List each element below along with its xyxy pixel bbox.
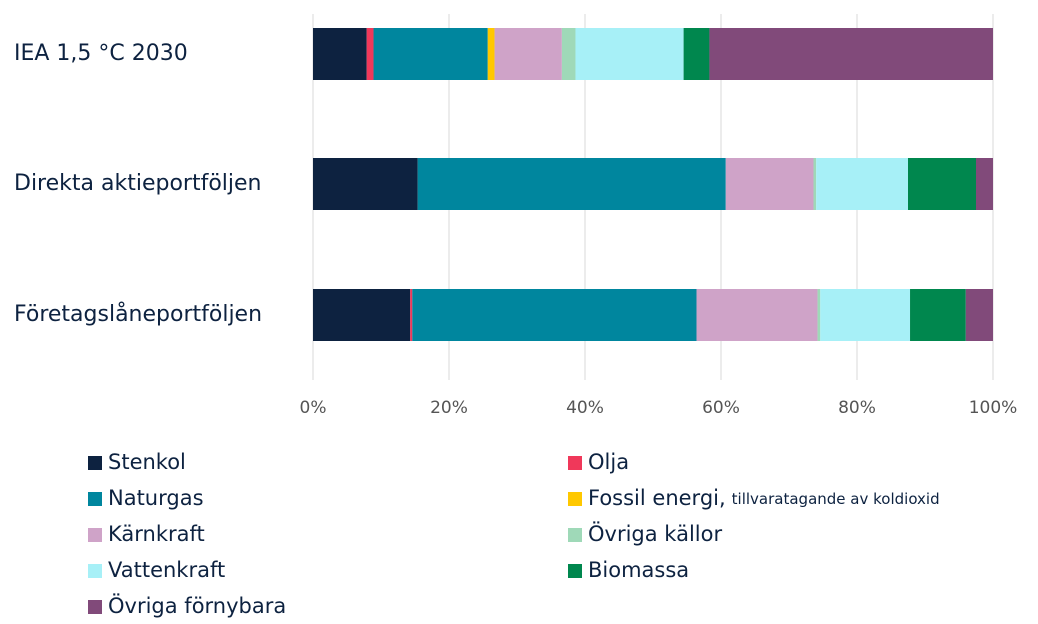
legend-label: Fossil energi, tillvaratagande av koldiox… (588, 486, 940, 510)
x-tick-label: 60% (702, 398, 740, 418)
legend-swatch (88, 600, 102, 614)
bar-segment (575, 28, 684, 80)
x-tick-label: 100% (969, 398, 1018, 418)
category-label: IEA 1,5 °C 2030 (14, 41, 188, 66)
legend-label: Övriga förnybara (108, 593, 286, 618)
legend-label: Olja (588, 450, 629, 474)
legend-label: Övriga källor (588, 521, 722, 546)
legend-name: Fossil energi, (588, 486, 726, 510)
legend-name: Biomassa (588, 558, 689, 582)
bar-segment (313, 289, 411, 341)
legend-name: Övriga förnybara (108, 593, 286, 618)
bar-segment (313, 28, 367, 80)
x-tick-label: 40% (566, 398, 604, 418)
x-tick-label: 0% (300, 398, 327, 418)
bar-segment (487, 28, 495, 80)
bar-segment (683, 28, 710, 80)
legend-name: Naturgas (108, 486, 204, 510)
legend-label: Vattenkraft (108, 558, 225, 582)
bar-segment (494, 28, 562, 80)
category-label: Företagslåneportföljen (14, 301, 262, 327)
legend-swatch (88, 492, 102, 506)
bar-segment (965, 289, 993, 341)
legend-name: Kärnkraft (108, 522, 205, 546)
bar-segment (410, 289, 413, 341)
legend-label: Kärnkraft (108, 522, 205, 546)
category-label: Direkta aktieportföljen (14, 171, 262, 196)
bar-segment (366, 28, 374, 80)
legend-swatch (568, 564, 582, 578)
legend-swatch (568, 492, 582, 506)
legend-label: Biomassa (588, 558, 689, 582)
bar-segment (976, 158, 993, 210)
bar-segment (813, 158, 817, 210)
bar-segment (696, 289, 818, 341)
legend-swatch (88, 456, 102, 470)
legend-label: Naturgas (108, 486, 204, 510)
bar-segment (709, 28, 993, 80)
legend-name: Olja (588, 450, 629, 474)
bar-segment (910, 289, 966, 341)
bar-segment (725, 158, 814, 210)
x-tick-label: 80% (838, 398, 876, 418)
bar-segment (373, 28, 488, 80)
bar-segment (412, 289, 697, 341)
x-tick-label: 20% (430, 398, 468, 418)
legend-swatch (88, 564, 102, 578)
legend-swatch (568, 528, 582, 542)
bar-segment (417, 158, 726, 210)
bar-segment (561, 28, 576, 80)
bar-segment (816, 158, 908, 210)
bar-segment (313, 158, 418, 210)
legend-swatch (88, 528, 102, 542)
legend-label: Stenkol (108, 450, 186, 474)
bar-segment (820, 289, 911, 341)
bar-segment (908, 158, 976, 210)
bar-segment (817, 289, 821, 341)
legend-name: Övriga källor (588, 521, 722, 546)
legend-name: Stenkol (108, 450, 186, 474)
legend-note: tillvaratagande av koldioxid (732, 490, 940, 508)
legend-swatch (568, 456, 582, 470)
legend-name: Vattenkraft (108, 558, 225, 582)
